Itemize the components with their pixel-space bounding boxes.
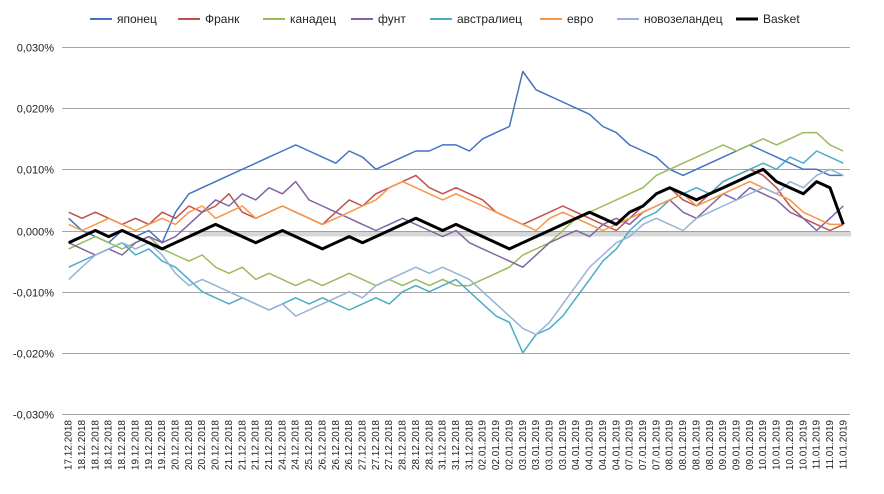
legend-label: Франк xyxy=(205,12,240,26)
legend-label: канадец xyxy=(290,12,336,26)
x-tick-label: 20.12.2018 xyxy=(211,420,222,470)
x-tick-label: 04.01.2019 xyxy=(598,420,609,470)
x-tick-label: 08.01.2019 xyxy=(678,420,689,470)
legend-label: Basket xyxy=(763,12,800,26)
x-tick-label: 02.01.2019 xyxy=(478,420,489,470)
x-tick-label: 20.12.2018 xyxy=(184,420,195,470)
legend-label: австралиец xyxy=(457,12,522,26)
series-line xyxy=(68,150,844,354)
x-tick-label: 03.01.2019 xyxy=(558,420,569,470)
x-tick-label: 28.12.2018 xyxy=(398,420,409,470)
x-tick-label: 08.01.2019 xyxy=(665,420,676,470)
y-tick-label: 0,030% xyxy=(17,43,55,55)
x-tick-label: 19.12.2018 xyxy=(131,420,142,470)
series-line xyxy=(68,180,844,232)
x-tick-label: 03.01.2019 xyxy=(531,420,542,470)
x-tick-label: 26.12.2018 xyxy=(331,420,342,470)
x-tick-label: 18.12.2018 xyxy=(104,420,115,470)
series-line xyxy=(68,131,844,287)
x-tick-label: 31.12.2018 xyxy=(451,420,462,470)
x-tick-label: 18.12.2018 xyxy=(77,420,88,470)
y-tick-label: -0,030% xyxy=(13,410,54,422)
y-tick-label: 0,010% xyxy=(17,165,55,177)
series-lines xyxy=(68,70,845,354)
x-tick-label: 04.01.2019 xyxy=(611,420,622,470)
x-tick-label: 09.01.2019 xyxy=(718,420,729,470)
x-tick-label: 02.01.2019 xyxy=(491,420,502,470)
x-tick-label: 25.12.2018 xyxy=(304,420,315,470)
x-tick-label: 27.12.2018 xyxy=(384,420,395,470)
series-line xyxy=(68,168,844,336)
x-tick-label: 02.01.2019 xyxy=(504,420,515,470)
x-tick-label: 18.12.2018 xyxy=(90,420,101,470)
x-tick-label: 08.01.2019 xyxy=(691,420,702,470)
legend-label: фунт xyxy=(378,12,406,26)
x-tick-label: 21.12.2018 xyxy=(224,420,235,470)
x-tick-label: 11.01.2019 xyxy=(838,420,849,470)
x-tick-label: 09.01.2019 xyxy=(732,420,743,470)
x-tick-label: 04.01.2019 xyxy=(585,420,596,470)
x-tick-label: 24.12.2018 xyxy=(291,420,302,470)
x-tick-label: 24.12.2018 xyxy=(277,420,288,470)
x-tick-label: 28.12.2018 xyxy=(411,420,422,470)
x-tick-label: 26.12.2018 xyxy=(344,420,355,470)
x-tick-label: 17.12.2018 xyxy=(64,420,75,470)
x-tick-label: 21.12.2018 xyxy=(264,420,275,470)
x-tick-label: 10.01.2019 xyxy=(785,420,796,470)
x-tick-label: 09.01.2019 xyxy=(745,420,756,470)
y-axis-ticks: 0,030% 0,020% 0,010% 0,000% -0,010% -0,020% -0… xyxy=(13,43,54,422)
x-tick-label: 10.01.2019 xyxy=(772,420,783,470)
x-tick-label: 11.01.2019 xyxy=(825,420,836,470)
y-tick-label: 0,000% xyxy=(17,227,55,239)
legend-label: японец xyxy=(117,12,157,26)
x-tick-label: 07.01.2019 xyxy=(638,420,649,470)
x-tick-label: 28.12.2018 xyxy=(424,420,435,470)
series-line xyxy=(68,167,845,251)
x-tick-label: 31.12.2018 xyxy=(438,420,449,470)
x-tick-label: 19.12.2018 xyxy=(144,420,155,470)
x-tick-label: 10.01.2019 xyxy=(758,420,769,470)
y-tick-label: 0,020% xyxy=(17,104,55,116)
x-tick-label: 20.12.2018 xyxy=(171,420,182,470)
legend-label: евро xyxy=(567,12,594,26)
y-tick-label: -0,020% xyxy=(13,349,54,361)
x-axis-ticks: 17.12.2018 18.12.2018 18.12.2018 18.12.2018… xyxy=(64,420,850,471)
x-tick-label: 18.12.2018 xyxy=(117,420,128,470)
x-tick-label: 10.01.2019 xyxy=(798,420,809,470)
x-tick-label: 21.12.2018 xyxy=(237,420,248,470)
x-tick-label: 04.01.2019 xyxy=(571,420,582,470)
series-line xyxy=(68,70,844,244)
x-tick-label: 03.01.2019 xyxy=(518,420,529,470)
x-tick-label: 19.12.2018 xyxy=(157,420,168,470)
x-tick-label: 03.01.2019 xyxy=(545,420,556,470)
gridlines xyxy=(62,47,850,415)
x-tick-label: 08.01.2019 xyxy=(705,420,716,470)
x-tick-label: 27.12.2018 xyxy=(371,420,382,470)
x-tick-label: 07.01.2019 xyxy=(625,420,636,470)
x-tick-label: 27.12.2018 xyxy=(358,420,369,470)
x-tick-label: 20.12.2018 xyxy=(197,420,208,470)
x-tick-label: 11.01.2019 xyxy=(812,420,823,470)
x-tick-label: 26.12.2018 xyxy=(317,420,328,470)
x-tick-label: 07.01.2019 xyxy=(651,420,662,470)
x-tick-label: 21.12.2018 xyxy=(251,420,262,470)
series-line xyxy=(68,180,844,268)
x-tick-label: 31.12.2018 xyxy=(464,420,475,470)
legend: японец Франк канадец фунт австралиец евро ново… xyxy=(90,12,800,26)
legend-label: новозеландец xyxy=(644,12,723,26)
y-tick-label: -0,010% xyxy=(13,288,54,300)
